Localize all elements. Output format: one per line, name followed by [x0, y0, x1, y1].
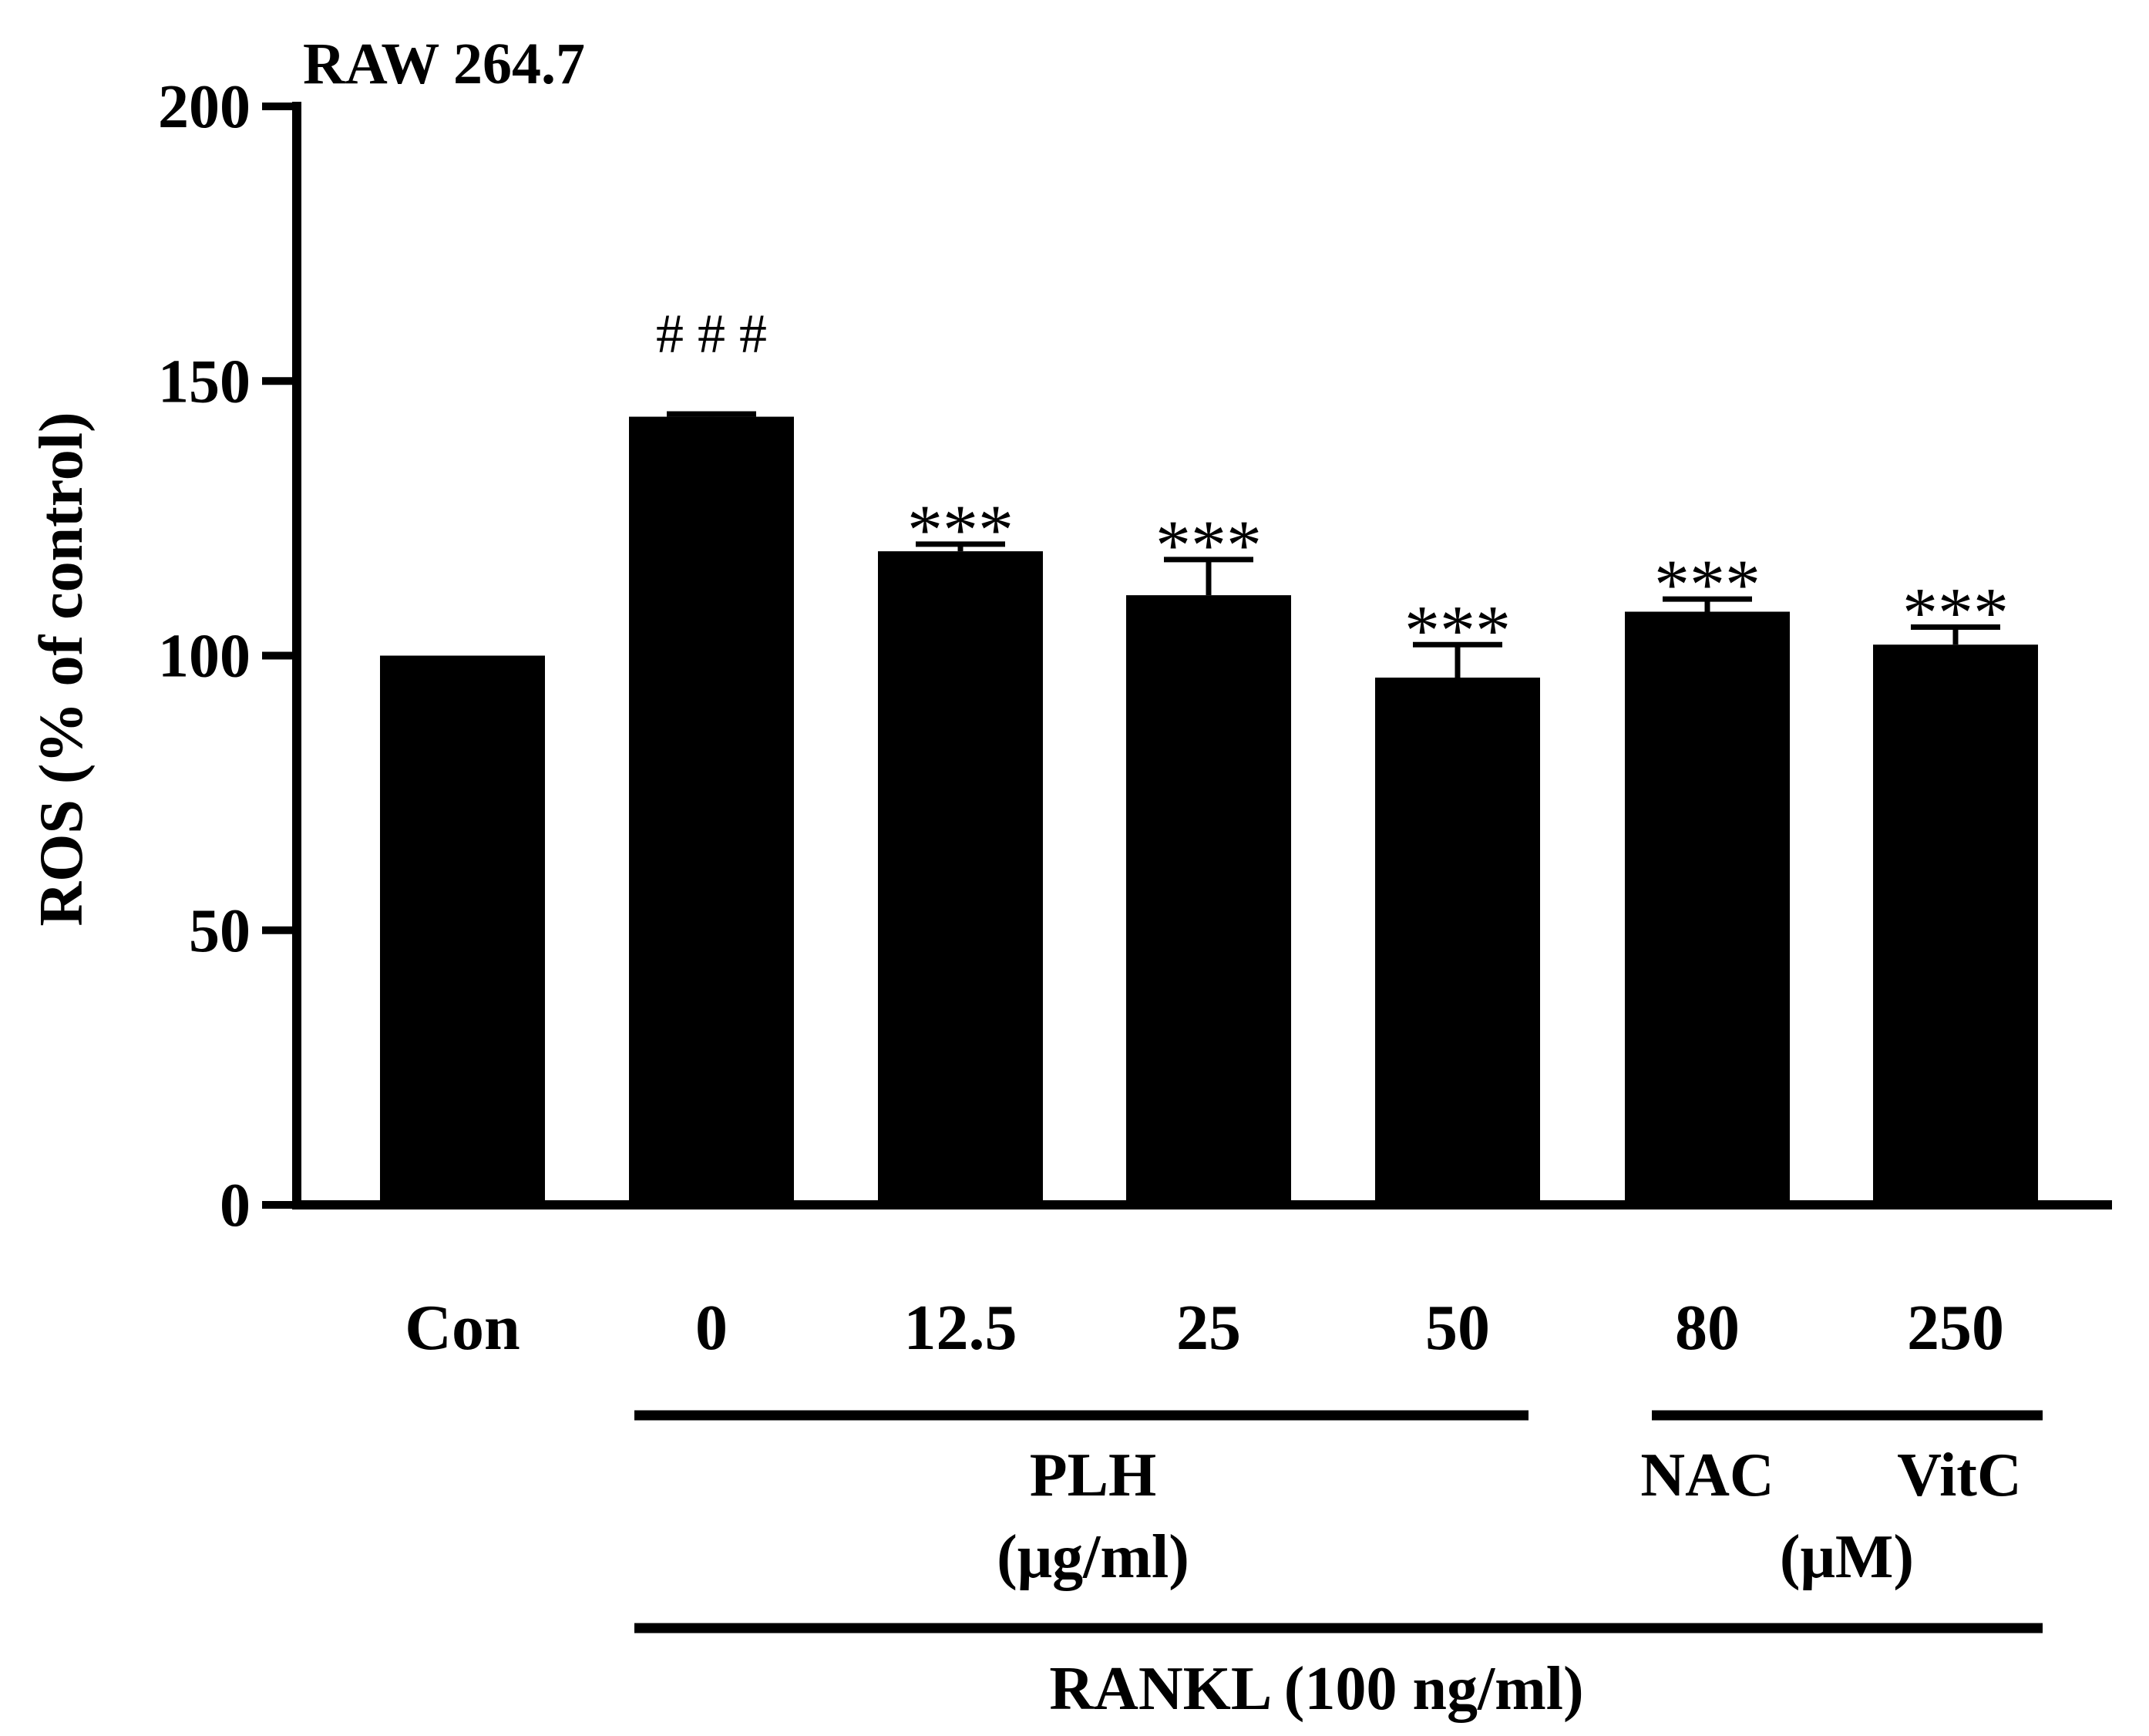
y-tick-label-0: 0 [220, 1172, 251, 1240]
y-tick-label-3: 150 [158, 348, 251, 415]
rankl-label: RANKL (100 ng/ml) [1049, 1655, 1583, 1723]
plh-unit-label: (μg/ml) [997, 1523, 1189, 1591]
error-bars-layer [667, 411, 2000, 678]
annotation-2: *** [907, 490, 1014, 569]
x-tick-label-5: 80 [1675, 1292, 1740, 1364]
annotation-5: *** [1654, 545, 1761, 624]
chart-title: RAW 264.7 [303, 32, 585, 96]
x-tick-label-1: 0 [695, 1292, 728, 1364]
x-tick-label-2: 12.5 [904, 1292, 1017, 1364]
annotation-4: *** [1404, 590, 1511, 669]
annotation-3: *** [1155, 506, 1262, 584]
plh-group-label: PLH [1030, 1442, 1156, 1509]
bars-layer [380, 416, 2038, 1205]
bar-0 [380, 655, 545, 1205]
bar-5 [1625, 611, 1790, 1205]
y-tick-label-2: 100 [158, 623, 251, 691]
nac-label: NAC [1640, 1442, 1774, 1509]
vitc-label: VitC [1897, 1442, 2021, 1509]
um-unit-label: (μM) [1780, 1523, 1914, 1591]
y-ticks-layer: 0 50 100 150 200 [158, 73, 297, 1240]
bar-2 [878, 551, 1043, 1205]
bar-3 [1126, 595, 1291, 1205]
y-axis-label: ROS (% of control) [28, 412, 96, 926]
x-tick-label-4: 50 [1425, 1292, 1490, 1364]
bar-1 [629, 416, 794, 1205]
bar-6 [1873, 644, 2038, 1205]
annotations-layer: # # # *** *** *** *** *** [656, 303, 2009, 669]
x-tick-label-3: 25 [1176, 1292, 1241, 1364]
bar-4 [1375, 678, 1540, 1205]
y-tick-label-4: 200 [158, 73, 251, 141]
y-tick-label-1: 50 [189, 897, 251, 965]
x-tick-labels-layer: Con 0 12.5 25 50 80 250 [405, 1292, 2004, 1364]
x-tick-label-0: Con [405, 1292, 520, 1364]
x-tick-label-6: 250 [1907, 1292, 2004, 1364]
annotation-1: # # # [656, 303, 767, 365]
annotation-6: *** [1902, 573, 2009, 651]
